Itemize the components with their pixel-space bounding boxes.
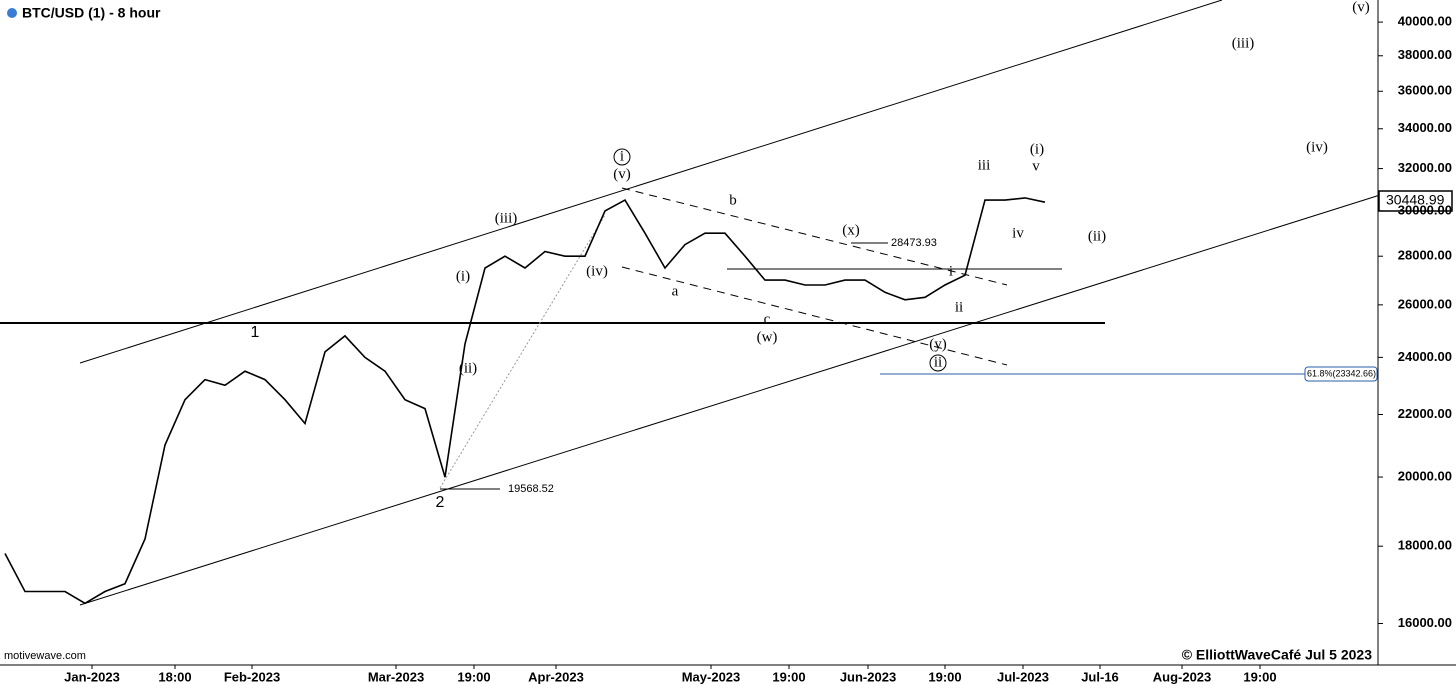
x-tick-label: 19:00 xyxy=(928,669,961,684)
chart-title: BTC/USD (1) - 8 hour xyxy=(22,5,161,21)
annotation: (i) xyxy=(1030,141,1044,157)
y-tick-label: 22000.00 xyxy=(1398,406,1452,421)
annotation: (ii) xyxy=(459,360,477,376)
y-tick-label: 16000.00 xyxy=(1398,615,1452,630)
annotation: (iv) xyxy=(1306,139,1328,155)
x-tick-label: Jun-2023 xyxy=(840,669,896,684)
x-tick-label: 19:00 xyxy=(457,669,490,684)
annotation: 61.8%(23342.66) xyxy=(1307,368,1376,378)
annotation: (y) xyxy=(929,336,947,352)
y-tick-label: 26000.00 xyxy=(1398,296,1452,311)
annotation: 19568.52 xyxy=(508,483,554,495)
dashed-channel xyxy=(621,266,1008,366)
legend-dot xyxy=(7,8,17,18)
x-tick-label: May-2023 xyxy=(682,669,741,684)
annotation: (ii) xyxy=(1088,228,1106,244)
x-tick-label: Mar-2023 xyxy=(368,669,424,684)
annotation: (iii) xyxy=(495,210,518,226)
annotation: b xyxy=(729,192,737,208)
annotation: c xyxy=(764,311,771,327)
annotation: (iv) xyxy=(586,263,608,279)
annotation: ii xyxy=(955,299,963,315)
x-tick-label: Feb-2023 xyxy=(224,669,280,684)
x-tick-label: 19:00 xyxy=(772,669,805,684)
y-tick-label: 32000.00 xyxy=(1398,160,1452,175)
y-tick-label: 34000.00 xyxy=(1398,120,1452,135)
fib-line xyxy=(439,214,606,489)
y-tick-label: 36000.00 xyxy=(1398,83,1452,98)
annotation: 28473.93 xyxy=(891,237,937,249)
x-tick-label: Jul-2023 xyxy=(997,669,1049,684)
circle xyxy=(929,354,947,372)
annotation: ii xyxy=(934,354,942,370)
y-tick-label: 38000.00 xyxy=(1398,47,1452,62)
drawings xyxy=(0,0,1381,606)
annotation: (i) xyxy=(456,268,470,284)
y-tick-label: 20000.00 xyxy=(1398,468,1452,483)
annotation: 2 xyxy=(436,494,445,511)
last-price-box xyxy=(1378,190,1453,212)
x-tick-label: Jan-2023 xyxy=(64,669,120,684)
x-tick-label: Jul-16 xyxy=(1081,669,1119,684)
annotation: (iii) xyxy=(1232,35,1255,51)
annotation: a xyxy=(672,283,679,299)
annotation: iv xyxy=(1012,225,1024,241)
annotation: i xyxy=(949,263,953,279)
y-tick-label: 28000.00 xyxy=(1398,248,1452,263)
annotation: (v) xyxy=(613,166,631,182)
annotation: 1 xyxy=(251,324,260,341)
circle xyxy=(613,148,631,166)
annotation: (w) xyxy=(757,329,778,345)
source: motivewave.com xyxy=(4,650,86,662)
annotation: (x) xyxy=(842,222,860,238)
y-tick-label: 40000.00 xyxy=(1398,14,1452,29)
copyright: © ElliottWaveCafé Jul 5 2023 xyxy=(1182,647,1373,663)
y-tick-label: 18000.00 xyxy=(1398,538,1452,553)
fib-box xyxy=(1304,366,1378,382)
x-tick-label: Apr-2023 xyxy=(528,669,584,684)
last-price: 30448.99 xyxy=(1386,192,1445,208)
upper-channel xyxy=(79,0,1223,364)
x-tick-label: 18:00 xyxy=(158,669,191,684)
annotation: v xyxy=(1032,158,1040,174)
dashed-channel xyxy=(621,187,1008,286)
annotation: (v) xyxy=(1352,0,1370,15)
y-tick-label: 24000.00 xyxy=(1398,349,1452,364)
y-tick-label: 30000.00 xyxy=(1398,202,1452,217)
price-line xyxy=(4,197,1046,605)
annotation: i xyxy=(620,148,624,164)
x-tick-label: Aug-2023 xyxy=(1153,669,1212,684)
lower-channel xyxy=(79,194,1381,606)
x-tick-label: 19:00 xyxy=(1243,669,1276,684)
annotation: iii xyxy=(978,157,991,173)
